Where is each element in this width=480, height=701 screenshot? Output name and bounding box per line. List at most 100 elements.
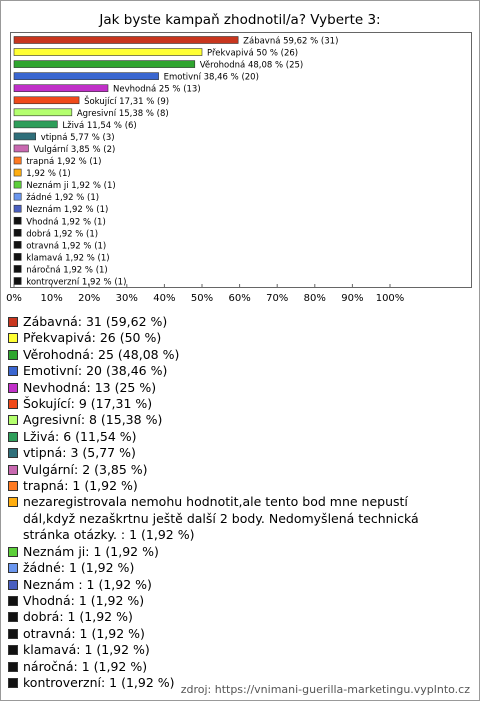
legend-label: Neznám : 1 (1,92 %)	[23, 576, 152, 592]
bar-label: 1,92 % (1)	[26, 169, 70, 179]
x-tick-label: 80%	[304, 293, 326, 304]
bar-label: Vulgární 3,85 % (2)	[33, 145, 115, 155]
legend-swatch	[8, 415, 18, 426]
bar	[13, 108, 73, 117]
legend-item: Překvapivá: 26 (50 %)	[8, 330, 463, 346]
bar	[13, 144, 29, 153]
legend-swatch	[8, 595, 18, 606]
legend-item: Lživá: 6 (11,54 %)	[8, 429, 463, 445]
legend-item: nezaregistrovala nemohu hodnotit,ale ten…	[8, 494, 463, 543]
legend-swatch	[8, 448, 18, 459]
bar-label: Agresivní 15,38 % (8)	[77, 109, 169, 119]
legend-label: klamavá: 1 (1,92 %)	[23, 642, 150, 658]
bar-label: Neznám 1,92 % (1)	[26, 205, 108, 215]
legend-item: náročná: 1 (1,92 %)	[8, 659, 463, 675]
bar-label: Nevhodná 25 % (13)	[113, 85, 201, 95]
legend-item: Emotivní: 20 (38,46 %)	[8, 363, 463, 379]
legend-label: Nevhodná: 13 (25 %)	[23, 379, 157, 395]
bar-label: Překvapivá 50 % (26)	[207, 49, 298, 59]
bar-label: dobrá 1,92 % (1)	[26, 229, 98, 239]
bar-label: Emotivní 38,46 % (20)	[164, 73, 259, 83]
legend-item: kontroverzní: 1 (1,92 %)	[8, 675, 463, 691]
legend-label: náročná: 1 (1,92 %)	[23, 658, 148, 674]
bar	[13, 204, 22, 213]
bar	[13, 84, 109, 92]
legend-label: otravná: 1 (1,92 %)	[23, 625, 145, 641]
x-tick-label: 0%	[6, 293, 22, 304]
bar	[13, 96, 80, 105]
bar	[13, 168, 22, 177]
legend-item: Šokující: 9 (17,31 %)	[8, 396, 463, 412]
bar-label: Vhodná 1,92 % (1)	[26, 217, 106, 227]
bar	[13, 216, 22, 225]
legend-swatch	[8, 399, 18, 410]
bar-label: Šokující 17,31 % (9)	[84, 95, 169, 107]
bar	[13, 60, 196, 68]
bar	[13, 192, 22, 201]
legend-item: Věrohodná: 25 (48,08 %)	[8, 347, 463, 363]
legend-label: Šokující: 9 (17,31 %)	[23, 396, 153, 412]
legend-swatch	[8, 546, 18, 557]
x-tick-label: 100%	[376, 293, 405, 304]
x-tick-label: 60%	[228, 293, 250, 304]
bar-label: kontroverzní 1,92 % (1)	[26, 278, 126, 288]
legend-swatch	[8, 579, 18, 590]
x-tick-label: 10%	[40, 293, 62, 304]
legend-swatch	[8, 612, 18, 623]
legend-swatch	[8, 497, 18, 508]
bar	[13, 241, 22, 249]
bar-label: Zábavná 59,62 % (31)	[243, 37, 338, 47]
legend-swatch	[8, 481, 18, 492]
legend-label: Neznám ji: 1 (1,92 %)	[23, 543, 159, 559]
legend-label: Lživá: 6 (11,54 %)	[23, 428, 137, 444]
bar-label: náročná 1,92 % (1)	[26, 264, 108, 275]
legend-label: Vulgární: 2 (3,85 %)	[23, 461, 148, 477]
legend-swatch	[8, 645, 18, 656]
source: zdroj: https://vnimani-guerilla-marketin…	[180, 683, 470, 696]
legend-item: Neznám : 1 (1,92 %)	[8, 577, 463, 593]
x-tick-label: 20%	[78, 293, 100, 304]
legend-swatch	[8, 628, 18, 639]
bar-label: vtipná 5,77 % (3)	[41, 133, 115, 143]
bar	[13, 120, 58, 129]
bar	[13, 229, 22, 237]
legend-label: trapná: 1 (1,92 %)	[23, 478, 138, 494]
legend-swatch	[8, 464, 18, 475]
legend-label: Agresivní: 8 (15,38 %)	[23, 412, 163, 428]
bar	[13, 132, 36, 141]
legend-label: Zábavná: 31 (59,62 %)	[23, 314, 168, 329]
bar	[13, 36, 239, 44]
bar	[13, 277, 22, 285]
bar-label: žádné 1,92 % (1)	[26, 192, 99, 203]
legend-label: Emotivní: 20 (38,46 %)	[23, 363, 168, 379]
bar-label: Věrohodná 48,08 % (25)	[200, 61, 303, 71]
legend-swatch	[8, 382, 18, 393]
legend-swatch	[8, 431, 18, 442]
bar-label: klamavá 1,92 % (1)	[26, 253, 109, 263]
legend-swatch	[8, 366, 18, 377]
legend-label: kontroverzní: 1 (1,92 %)	[23, 674, 175, 690]
legend-swatch	[8, 317, 18, 327]
x-tick-label: 70%	[266, 293, 288, 304]
x-tick-label: 30%	[116, 293, 138, 304]
legend-swatch	[8, 661, 18, 672]
legend: Zábavná: 31 (59,62 %) Překvapivá: 26 (50 …	[8, 314, 463, 691]
bar-label: Lživá 11,54 % (6)	[62, 121, 136, 131]
legend-label: Překvapivá: 26 (50 %)	[23, 330, 162, 346]
legend-item: klamavá: 1 (1,92 %)	[8, 642, 463, 658]
legend-item: otravná: 1 (1,92 %)	[8, 626, 463, 642]
bar-label: trapná 1,92 % (1)	[26, 157, 101, 167]
legend-item: Neznám ji: 1 (1,92 %)	[8, 544, 463, 560]
legend-label: žádné: 1 (1,92 %)	[23, 560, 135, 576]
legend-label: vtipná: 3 (5,77 %)	[23, 445, 136, 461]
legend-item: Nevhodná: 13 (25 %)	[8, 380, 463, 396]
legend-swatch	[8, 563, 18, 574]
legend-label: Věrohodná: 25 (48,08 %)	[23, 346, 180, 362]
legend-item: Zábavná: 31 (59,62 %)	[8, 314, 463, 330]
legend-item: trapná: 1 (1,92 %)	[8, 478, 463, 494]
legend-swatch	[8, 677, 18, 688]
bar	[13, 72, 159, 80]
legend-item: dobrá: 1 (1,92 %)	[8, 609, 463, 625]
